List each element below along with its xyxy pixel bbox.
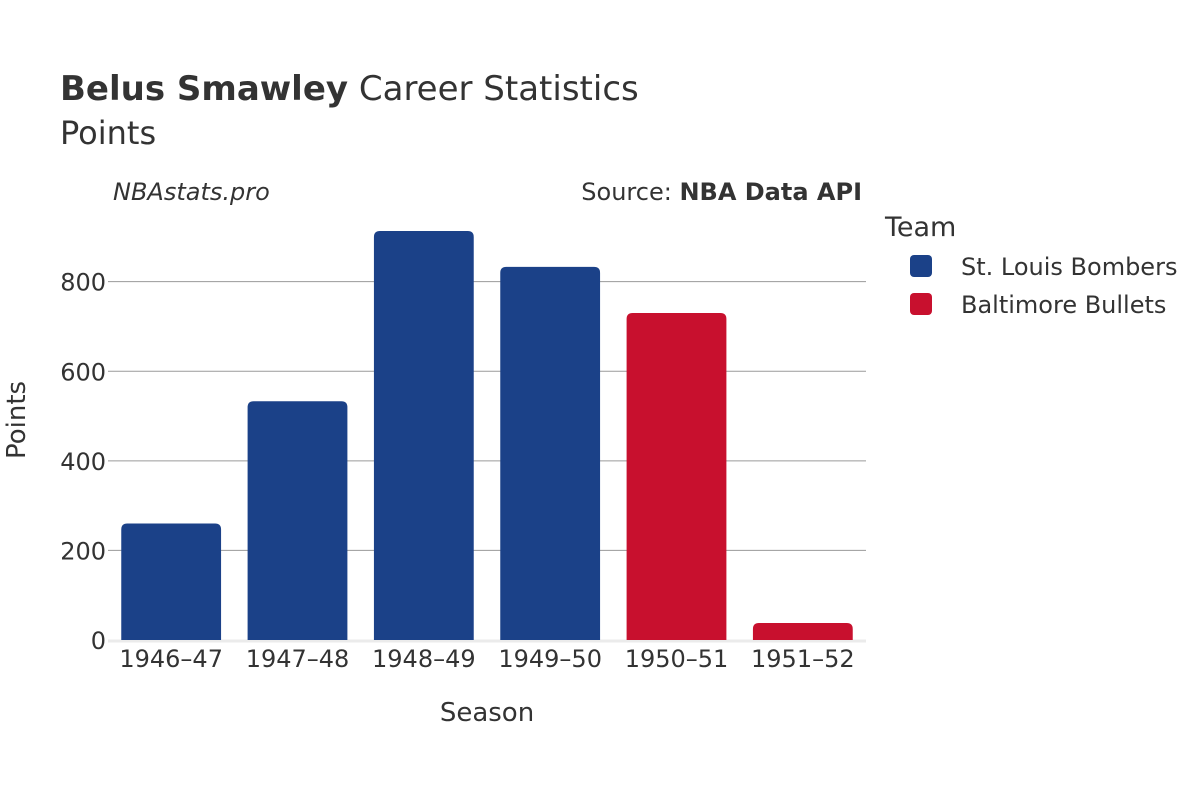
y-tick-label: 600 <box>60 358 106 386</box>
y-tick-label: 0 <box>91 627 106 655</box>
watermark: NBAstats.pro <box>113 178 270 206</box>
gridlines <box>108 281 866 643</box>
legend-label: St. Louis Bombers <box>961 253 1177 281</box>
player-name: Belus Smawley <box>60 69 348 109</box>
bars <box>121 231 853 641</box>
title-rest: Career Statistics <box>348 69 639 109</box>
source-prefix: Source: <box>581 178 679 206</box>
source-credit: Source: NBA Data API <box>581 178 862 206</box>
chart-subtitle: Points <box>60 114 156 152</box>
bar-1949–50 <box>500 266 601 640</box>
bar-1948–49 <box>373 231 474 641</box>
x-tick-label: 1949–50 <box>498 645 602 673</box>
x-tick-labels: 1946–47 1947–48 1948–49 1949–50 1950–51 1951–… <box>119 645 854 673</box>
x-tick-label: 1947–48 <box>246 645 350 673</box>
y-tick-labels: 0 200 400 600 800 <box>60 269 106 655</box>
legend: St. Louis Bombers Baltimore Bullets <box>910 253 1177 319</box>
x-axis-title: Season <box>440 698 534 728</box>
chart-title: Belus Smawley Career Statistics <box>60 69 639 109</box>
x-tick-label: 1951–52 <box>751 645 855 673</box>
y-tick-label: 800 <box>60 269 106 297</box>
source-name: NBA Data API <box>679 178 862 206</box>
bar-1950–51 <box>626 313 727 640</box>
legend-swatch <box>910 293 932 315</box>
legend-title: Team <box>884 212 956 243</box>
bar-1946–47 <box>121 523 222 640</box>
x-tick-label: 1950–51 <box>625 645 729 673</box>
y-tick-label: 400 <box>60 448 106 476</box>
legend-label: Baltimore Bullets <box>961 291 1166 319</box>
y-tick-label: 200 <box>60 537 106 565</box>
legend-swatch <box>910 255 932 277</box>
bar-1951–52 <box>752 622 853 640</box>
x-tick-label: 1946–47 <box>119 645 223 673</box>
y-axis-title: Points <box>2 381 32 459</box>
bar-1947–48 <box>247 401 348 640</box>
x-tick-label: 1948–49 <box>372 645 476 673</box>
